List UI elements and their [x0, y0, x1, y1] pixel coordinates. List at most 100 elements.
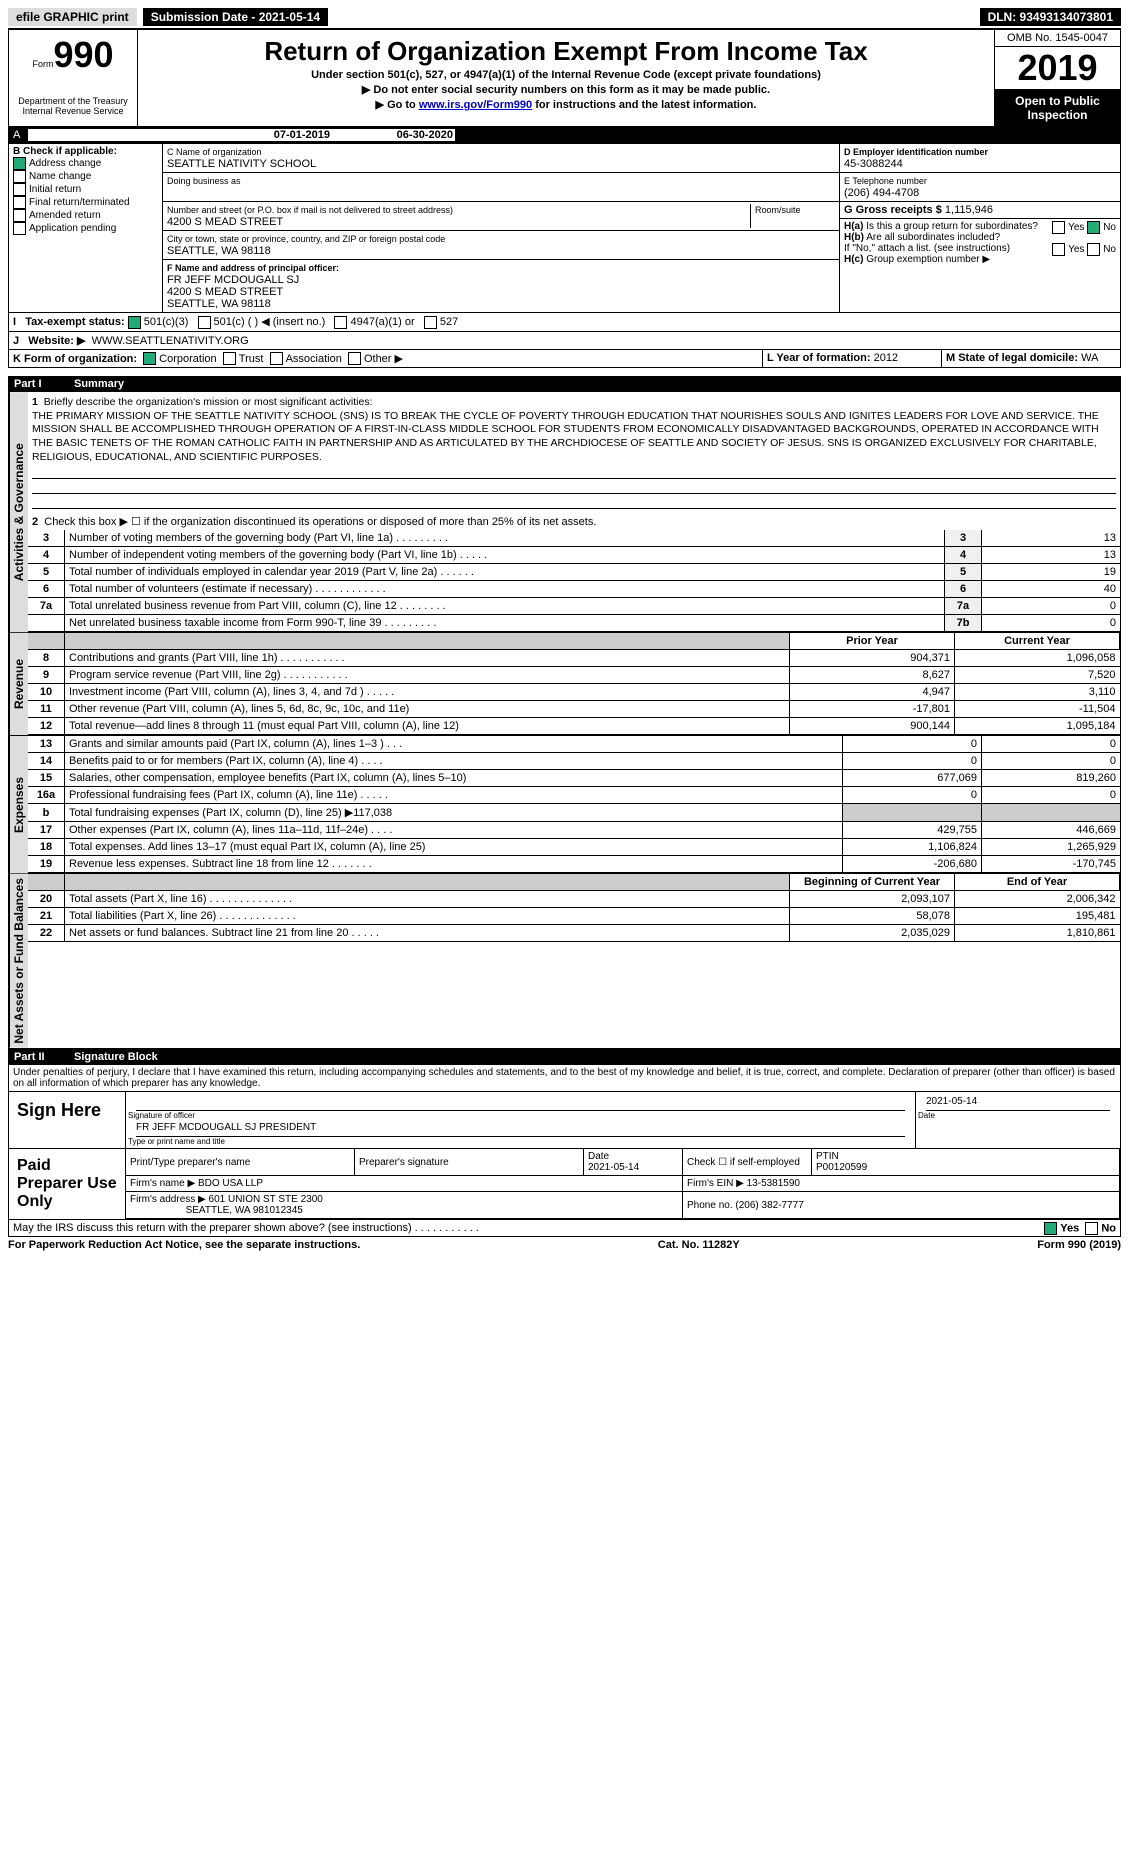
- street: 4200 S MEAD STREET: [167, 216, 283, 228]
- subtitle3: ▶ Go to www.irs.gov/Form990 for instruct…: [142, 98, 990, 111]
- rev-table: Prior YearCurrent Year8Contributions and…: [28, 633, 1120, 735]
- street-label: Number and street (or P.O. box if mail i…: [167, 205, 453, 215]
- irs-link[interactable]: www.irs.gov/Form990: [419, 99, 532, 111]
- tax-year: 2019: [995, 47, 1120, 90]
- exp-table: 13Grants and similar amounts paid (Part …: [28, 736, 1120, 873]
- ha-label: Is this a group return for subordinates?: [866, 221, 1038, 232]
- firm-addr1: 601 UNION ST STE 2300: [209, 1194, 323, 1205]
- firm-addr2: SEATTLE, WA 981012345: [186, 1205, 303, 1216]
- prep-h2: Preparer's signature: [355, 1149, 584, 1176]
- chk-trust[interactable]: [223, 352, 236, 365]
- mission-text: THE PRIMARY MISSION OF THE SEATTLE NATIV…: [32, 410, 1099, 463]
- prep-h1: Print/Type preparer's name: [126, 1149, 355, 1176]
- line-i: I Tax-exempt status: 501(c)(3) 501(c) ( …: [8, 313, 1121, 332]
- efile-btn[interactable]: efile GRAPHIC print: [8, 8, 137, 26]
- sign-here-label: Sign Here: [9, 1092, 126, 1148]
- chk-501c3[interactable]: [128, 316, 141, 329]
- open-inspection: Open to Public Inspection: [995, 90, 1120, 126]
- line-j: J Website: ▶ WWW.SEATTLENATIVITY.ORG: [8, 332, 1121, 350]
- rev-tab: Revenue: [9, 633, 28, 735]
- c-name-label: C Name of organization: [167, 147, 262, 157]
- line2: Check this box ▶ ☐ if the organization d…: [44, 516, 596, 528]
- chk-name[interactable]: [13, 170, 26, 183]
- dba-label: Doing business as: [167, 176, 241, 186]
- form-header: Form990 Department of the Treasury Inter…: [8, 30, 1121, 127]
- na-section: Net Assets or Fund Balances Beginning of…: [8, 874, 1121, 1049]
- part2-header: Part IISignature Block: [8, 1049, 1121, 1065]
- exp-section: Expenses 13Grants and similar amounts pa…: [8, 736, 1121, 874]
- submission-date: Submission Date - 2021-05-14: [143, 8, 328, 26]
- firm-phone: (206) 382-7777: [735, 1200, 803, 1211]
- discuss-yes[interactable]: [1044, 1222, 1057, 1235]
- form-label: Form: [32, 59, 53, 69]
- box-b: B Check if applicable: Address change Na…: [9, 144, 163, 312]
- hb-note: If "No," attach a list. (see instruction…: [844, 243, 1010, 254]
- chk-4947[interactable]: [334, 316, 347, 329]
- sig-date-label: Date: [918, 1111, 1118, 1120]
- na-table: Beginning of Current YearEnd of Year20To…: [28, 874, 1120, 942]
- city-label: City or town, state or province, country…: [167, 234, 445, 244]
- officer-name: FR JEFF MCDOUGALL SJ: [167, 274, 299, 286]
- dept2: Internal Revenue Service: [13, 106, 133, 116]
- gross-receipts: 1,115,946: [945, 204, 993, 216]
- hb-yes[interactable]: [1052, 243, 1065, 256]
- room-label: Room/suite: [755, 205, 801, 215]
- ha-no[interactable]: [1087, 221, 1100, 234]
- year-formed: 2012: [874, 352, 898, 364]
- chk-initial[interactable]: [13, 183, 26, 196]
- chk-pending[interactable]: [13, 222, 26, 235]
- discuss-row: May the IRS discuss this return with the…: [8, 1220, 1121, 1237]
- hc-label: Group exemption number ▶: [866, 254, 990, 265]
- g-label: G Gross receipts $: [844, 204, 942, 216]
- officer-street: 4200 S MEAD STREET: [167, 286, 283, 298]
- gov-table: 3Number of voting members of the governi…: [28, 530, 1120, 632]
- sig-name-label: Type or print name and title: [128, 1137, 913, 1146]
- meta-section: B Check if applicable: Address change Na…: [8, 144, 1121, 313]
- page-footer: For Paperwork Reduction Act Notice, see …: [8, 1237, 1121, 1251]
- hb-label: Are all subordinates included?: [866, 232, 1000, 243]
- d-label: D Employer identification number: [844, 147, 988, 157]
- line-a: AFor the 2019 calendar year, or tax year…: [8, 127, 1121, 144]
- website: WWW.SEATTLENATIVITY.ORG: [92, 335, 249, 347]
- ha-yes[interactable]: [1052, 221, 1065, 234]
- city: SEATTLE, WA 98118: [167, 245, 271, 257]
- chk-501c[interactable]: [198, 316, 211, 329]
- e-label: E Telephone number: [844, 176, 927, 186]
- sig-officer-label: Signature of officer: [128, 1111, 913, 1120]
- discuss-no[interactable]: [1085, 1222, 1098, 1235]
- chk-final[interactable]: [13, 196, 26, 209]
- chk-assoc[interactable]: [270, 352, 283, 365]
- officer-city: SEATTLE, WA 98118: [167, 298, 271, 310]
- subtitle2: ▶ Do not enter social security numbers o…: [142, 83, 990, 96]
- chk-amended[interactable]: [13, 209, 26, 222]
- prep-h4: Check ☐ if self-employed: [683, 1149, 812, 1176]
- sig-name: FR JEFF MCDOUGALL SJ PRESIDENT: [136, 1122, 316, 1133]
- gov-section: Activities & Governance 1 Briefly descri…: [8, 392, 1121, 633]
- sig-date: 2021-05-14: [926, 1096, 977, 1107]
- f-label: F Name and address of principal officer:: [167, 263, 339, 273]
- gov-tab: Activities & Governance: [9, 392, 28, 632]
- omb-no: OMB No. 1545-0047: [995, 30, 1120, 47]
- part1-header: Part ISummary: [8, 376, 1121, 392]
- chk-address[interactable]: [13, 157, 26, 170]
- paid-preparer-block: Paid Preparer Use Only Print/Type prepar…: [8, 1149, 1121, 1220]
- top-bar: efile GRAPHIC print Submission Date - 20…: [8, 8, 1121, 30]
- prep-date: 2021-05-14: [588, 1162, 639, 1173]
- form-title: Return of Organization Exempt From Incom…: [142, 36, 990, 67]
- firm-name: BDO USA LLP: [198, 1178, 263, 1189]
- domicile: WA: [1081, 352, 1098, 364]
- phone: (206) 494-4708: [844, 187, 919, 199]
- paid-prep-label: Paid Preparer Use Only: [9, 1149, 126, 1219]
- chk-527[interactable]: [424, 316, 437, 329]
- ein: 45-3088244: [844, 158, 903, 170]
- chk-corp[interactable]: [143, 352, 156, 365]
- na-tab: Net Assets or Fund Balances: [9, 874, 28, 1048]
- firm-ein: 13-5381590: [747, 1178, 800, 1189]
- form-number: 990: [53, 34, 113, 75]
- ptin: P00120599: [816, 1162, 867, 1173]
- dln: DLN: 93493134073801: [980, 8, 1121, 26]
- perjury: Under penalties of perjury, I declare th…: [8, 1065, 1121, 1092]
- rev-section: Revenue Prior YearCurrent Year8Contribut…: [8, 633, 1121, 736]
- chk-other[interactable]: [348, 352, 361, 365]
- hb-no[interactable]: [1087, 243, 1100, 256]
